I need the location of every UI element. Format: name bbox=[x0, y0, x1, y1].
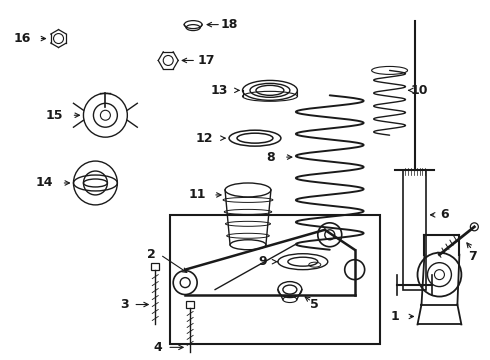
Text: 4: 4 bbox=[153, 341, 162, 354]
Text: 13: 13 bbox=[211, 84, 228, 97]
Bar bbox=[170, 215, 380, 345]
Text: 2: 2 bbox=[147, 248, 155, 261]
Text: 14: 14 bbox=[36, 176, 53, 189]
Text: 10: 10 bbox=[411, 84, 428, 97]
Text: 12: 12 bbox=[196, 132, 213, 145]
Bar bbox=[151, 263, 159, 270]
Text: 3: 3 bbox=[120, 298, 128, 311]
Text: 15: 15 bbox=[46, 109, 64, 122]
Bar bbox=[403, 170, 426, 289]
Text: 18: 18 bbox=[220, 18, 238, 31]
Text: 5: 5 bbox=[311, 298, 319, 311]
Text: 16: 16 bbox=[13, 32, 30, 45]
Text: 11: 11 bbox=[189, 188, 206, 202]
Text: 1: 1 bbox=[391, 310, 399, 323]
Text: 8: 8 bbox=[266, 150, 275, 163]
Text: 9: 9 bbox=[258, 255, 267, 268]
Text: 7: 7 bbox=[468, 250, 477, 263]
Text: 6: 6 bbox=[440, 208, 449, 221]
Bar bbox=[186, 301, 194, 307]
Text: 17: 17 bbox=[197, 54, 215, 67]
